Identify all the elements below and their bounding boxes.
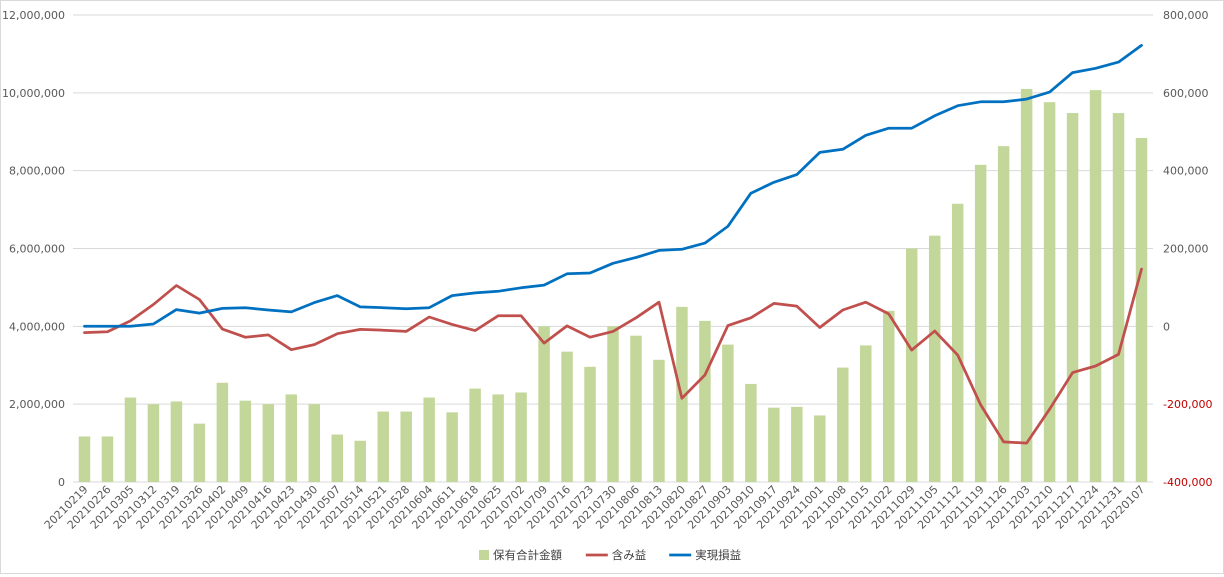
bar xyxy=(262,404,275,482)
legend-swatch xyxy=(479,550,489,560)
bar xyxy=(377,411,389,482)
bar xyxy=(469,388,481,482)
bar xyxy=(722,344,734,482)
left-tick-label: 10,000,000 xyxy=(2,87,65,100)
bar xyxy=(1066,113,1079,482)
legend-label: 実現損益 xyxy=(695,548,741,562)
bar xyxy=(515,392,527,482)
right-tick-label: -400,000 xyxy=(1163,476,1212,489)
bar xyxy=(928,235,941,482)
bar xyxy=(607,326,619,482)
series-line xyxy=(83,267,1143,445)
bar xyxy=(423,397,435,482)
right-tick-label: 0 xyxy=(1163,320,1170,333)
bar xyxy=(354,440,366,482)
bar xyxy=(997,146,1010,482)
bar xyxy=(400,411,412,482)
left-tick-label: 6,000,000 xyxy=(9,243,65,256)
bar xyxy=(124,397,137,482)
x-axis: 2021021920210226202103052021031220210319… xyxy=(42,483,1148,532)
bar xyxy=(768,407,780,482)
bar xyxy=(860,345,872,482)
bar xyxy=(791,406,803,482)
bar xyxy=(1020,88,1033,483)
bar xyxy=(1112,113,1125,482)
left-tick-label: 12,000,000 xyxy=(2,9,65,22)
bar xyxy=(492,394,504,482)
bar xyxy=(905,248,918,482)
legend-label: 含み益 xyxy=(612,548,647,562)
right-tick-label: 600,000 xyxy=(1163,87,1209,100)
series-line xyxy=(83,44,1143,328)
bar xyxy=(239,400,252,482)
bar xyxy=(216,382,229,482)
right-axis: -400,000 -200,000 0 200,000 400,000 600,000 80… xyxy=(1163,9,1212,489)
bar xyxy=(1135,137,1148,482)
left-tick-label: 0 xyxy=(58,476,65,489)
bar xyxy=(170,401,183,482)
bar xyxy=(883,310,895,482)
legend-label: 保有合計金額 xyxy=(493,548,562,562)
bar-series xyxy=(78,88,1148,483)
bar xyxy=(101,436,114,482)
left-axis: 0 2,000,000 4,000,000 6,000,000 8,000,000 10,… xyxy=(2,9,65,489)
bar xyxy=(78,436,91,482)
bar xyxy=(538,326,550,482)
bar xyxy=(285,394,298,482)
bar xyxy=(561,351,573,482)
bar xyxy=(814,415,826,482)
bar xyxy=(1043,102,1056,482)
left-tick-label: 4,000,000 xyxy=(9,320,65,333)
bar xyxy=(147,404,160,482)
bar xyxy=(837,367,849,482)
right-tick-label: -200,000 xyxy=(1163,398,1212,411)
bar xyxy=(308,404,321,482)
bar xyxy=(745,383,757,482)
right-tick-label: 200,000 xyxy=(1163,243,1209,256)
bar xyxy=(699,320,711,482)
bar xyxy=(951,203,964,482)
left-tick-label: 8,000,000 xyxy=(9,165,65,178)
bar xyxy=(653,359,665,482)
bar xyxy=(331,434,343,482)
right-tick-label: 400,000 xyxy=(1163,165,1209,178)
bar xyxy=(193,423,206,482)
legend: 保有合計金額 含み益 実現損益 xyxy=(479,548,741,562)
right-tick-label: 800,000 xyxy=(1163,9,1209,22)
bar xyxy=(1089,90,1102,483)
left-tick-label: 2,000,000 xyxy=(9,398,65,411)
bar xyxy=(974,164,987,482)
bar xyxy=(446,412,458,482)
bar xyxy=(630,335,642,482)
line-series xyxy=(83,44,1143,445)
bar xyxy=(584,366,596,482)
